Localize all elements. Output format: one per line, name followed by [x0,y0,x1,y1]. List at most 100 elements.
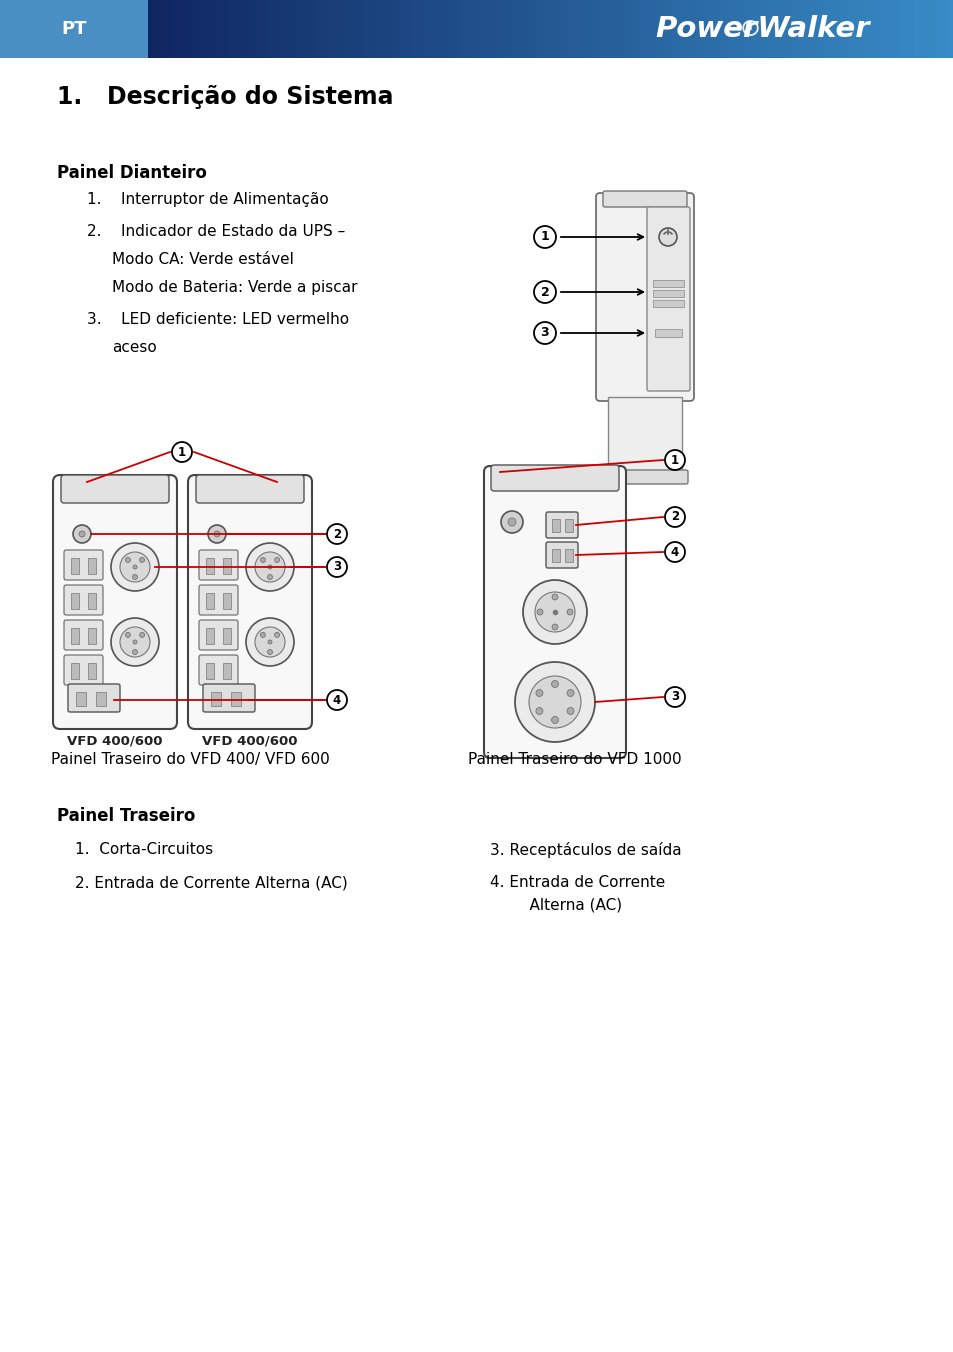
Bar [502,0,511,58]
Text: 1: 1 [540,230,549,243]
Text: 3: 3 [333,561,341,573]
Bar [454,0,463,58]
FancyBboxPatch shape [199,654,237,685]
Bar [736,0,744,58]
Circle shape [659,228,677,246]
Text: 3: 3 [540,326,549,339]
Bar [245,0,253,58]
Circle shape [125,557,131,562]
Bar [164,0,173,58]
Bar [223,594,231,608]
Circle shape [327,690,347,710]
Bar [88,627,96,644]
Bar [881,0,889,58]
Text: Painel Traseiro: Painel Traseiro [57,807,195,825]
Bar [582,0,592,58]
FancyBboxPatch shape [68,684,120,713]
Bar [663,0,672,58]
Bar [904,0,914,58]
Bar [564,549,573,562]
Bar [542,0,552,58]
Bar [937,0,946,58]
Bar [446,0,455,58]
Bar [223,627,231,644]
Text: 4: 4 [670,545,679,558]
Text: 2: 2 [670,511,679,523]
Bar [421,0,431,58]
Bar [341,0,350,58]
Bar [285,0,294,58]
Bar [712,0,720,58]
Circle shape [172,442,192,462]
Bar [720,0,728,58]
Bar [204,0,213,58]
Bar [615,0,624,58]
FancyBboxPatch shape [483,466,625,758]
Bar [437,0,447,58]
FancyBboxPatch shape [195,475,304,503]
Circle shape [566,690,574,696]
Circle shape [274,633,279,637]
Bar [229,0,237,58]
Bar [808,0,817,58]
Bar [349,0,358,58]
Bar [148,0,157,58]
Circle shape [500,511,522,533]
Bar [552,519,559,531]
Text: Painel Dianteiro: Painel Dianteiro [57,164,207,183]
FancyBboxPatch shape [64,550,103,580]
Bar [213,0,221,58]
Circle shape [327,525,347,544]
Bar [776,0,785,58]
Bar [816,0,825,58]
Bar [687,0,697,58]
Bar [671,0,680,58]
Circle shape [552,594,558,600]
Circle shape [268,565,272,569]
Bar [897,0,905,58]
Circle shape [111,544,159,591]
FancyBboxPatch shape [53,475,177,729]
Bar [333,0,342,58]
Bar [478,0,487,58]
FancyBboxPatch shape [545,512,578,538]
Text: PT: PT [61,20,87,38]
Text: 1.  Corta-Circuitos: 1. Corta-Circuitos [75,842,213,857]
Circle shape [566,608,573,615]
Text: 1: 1 [178,446,186,458]
FancyBboxPatch shape [188,475,312,729]
Text: Modo de Bateria: Verde a piscar: Modo de Bateria: Verde a piscar [112,280,357,295]
Bar [921,0,930,58]
Bar [470,0,479,58]
Text: aceso: aceso [112,339,156,356]
Bar [760,0,769,58]
Bar [652,300,683,307]
FancyBboxPatch shape [199,621,237,650]
Circle shape [254,552,285,581]
Bar [462,0,471,58]
Circle shape [515,662,595,742]
Bar [655,329,681,337]
Circle shape [267,575,273,580]
Text: 2. Entrada de Corrente Alterna (AC): 2. Entrada de Corrente Alterna (AC) [75,875,348,890]
Circle shape [507,518,516,526]
Bar [260,0,270,58]
Bar [188,0,197,58]
Bar [864,0,874,58]
Bar [913,0,922,58]
Circle shape [79,531,85,537]
Bar [71,594,79,608]
Bar [888,0,898,58]
Circle shape [260,633,265,637]
FancyBboxPatch shape [199,585,237,615]
Bar [655,0,664,58]
Bar [510,0,519,58]
FancyBboxPatch shape [491,465,618,491]
Bar [575,0,583,58]
Bar [390,0,398,58]
Bar [253,0,261,58]
Circle shape [537,608,542,615]
Circle shape [120,627,150,657]
Bar [206,594,213,608]
Circle shape [664,687,684,707]
